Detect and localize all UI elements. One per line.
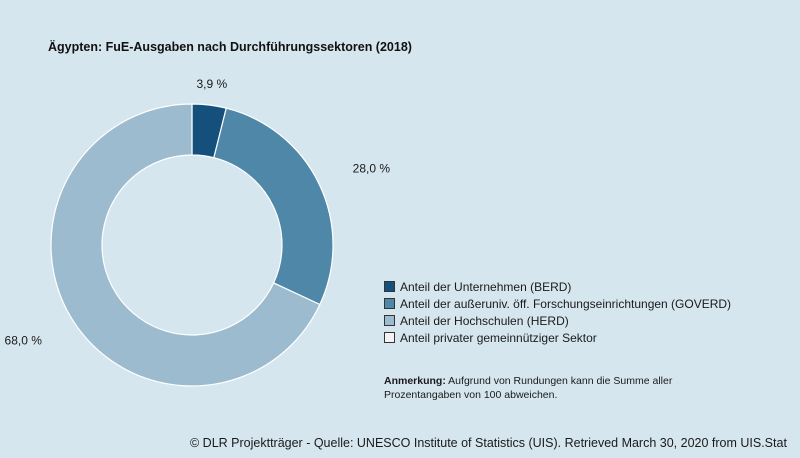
legend-item-private: Anteil privater gemeinnütziger Sektor xyxy=(384,329,731,346)
legend-label-private: Anteil privater gemeinnütziger Sektor xyxy=(400,330,597,345)
slice-label-1: 28,0 % xyxy=(353,161,391,175)
legend-swatch-herd xyxy=(384,315,395,326)
legend-item-berd: Anteil der Unternehmen (BERD) xyxy=(384,278,731,295)
legend-swatch-goverd xyxy=(384,298,395,309)
legend-item-herd: Anteil der Hochschulen (HERD) xyxy=(384,312,731,329)
legend-swatch-private xyxy=(384,332,395,343)
note-label: Anmerkung: xyxy=(384,375,446,387)
note-text: Aufgrund von Rundungen kann die Summe al… xyxy=(384,375,673,401)
chart-note: Anmerkung: Aufgrund von Rundungen kann d… xyxy=(384,374,714,402)
legend: Anteil der Unternehmen (BERD) Anteil der… xyxy=(384,278,731,346)
legend-label-herd: Anteil der Hochschulen (HERD) xyxy=(400,313,569,328)
legend-item-goverd: Anteil der außeruniv. öff. Forschungsein… xyxy=(384,295,731,312)
legend-label-berd: Anteil der Unternehmen (BERD) xyxy=(400,279,572,294)
donut-slice-1 xyxy=(213,107,334,306)
donut-slice-2 xyxy=(50,103,321,387)
source-footer: © DLR Projektträger - Quelle: UNESCO Ins… xyxy=(190,436,787,450)
legend-label-goverd: Anteil der außeruniv. öff. Forschungsein… xyxy=(400,296,732,311)
slice-label-0: 3,9 % xyxy=(196,77,227,91)
chart-title: Ägypten: FuE-Ausgaben nach Durchführungs… xyxy=(48,40,412,54)
legend-swatch-berd xyxy=(384,281,395,292)
slice-label-2: 68,0 % xyxy=(5,334,43,348)
